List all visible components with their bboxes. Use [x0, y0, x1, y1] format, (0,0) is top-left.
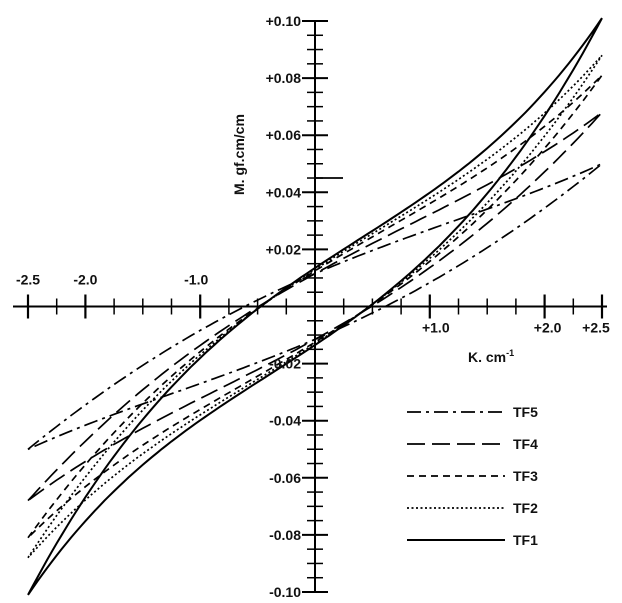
x-axis-label: K. cm-1 — [468, 348, 514, 365]
legend-label-tf1: TF1 — [513, 532, 538, 548]
legend-label-tf5: TF5 — [513, 404, 538, 420]
x-axis-label-text: K. cm — [468, 349, 506, 365]
legend-label-tf3: TF3 — [513, 468, 538, 484]
y-tick-label: +0.10 — [266, 13, 302, 29]
x-tick-label: +2.5 — [582, 320, 610, 336]
x-tick-label: -1.0 — [184, 272, 208, 288]
series-tf2-curve — [27, 54, 603, 559]
y-tick-label: +0.08 — [266, 70, 302, 86]
x-axis-label-superscript: -1 — [506, 348, 514, 358]
legend-label-tf2: TF2 — [513, 500, 538, 516]
y-tick-label: +0.02 — [266, 241, 302, 257]
y-tick-label: -0.02 — [269, 356, 301, 372]
series-tf5-curve — [27, 162, 603, 451]
x-ticks — [26, 294, 604, 319]
y-tick-label: -0.06 — [269, 470, 301, 486]
y-tick-label: -0.10 — [269, 584, 301, 600]
y-tick-label: +0.06 — [266, 127, 302, 143]
x-tick-label: +2.0 — [534, 320, 562, 336]
y-tick-label: -0.08 — [269, 527, 301, 543]
legend-label-tf4: TF4 — [513, 436, 538, 452]
series-tf4-curve — [27, 111, 603, 502]
tick-labels: -2.5 -2.0 -1.0 +1.0 +2.0 +2.5 +0.10 +0.08 +0.06 +… — [16, 13, 610, 600]
series-tf3-curve — [27, 74, 603, 539]
x-tick-label: -2.0 — [73, 272, 97, 288]
axes — [13, 20, 607, 593]
x-tick-label: -2.5 — [16, 272, 40, 288]
y-tick-label: -0.04 — [269, 413, 301, 429]
legend: TF5 TF4 TF3 TF2 TF1 — [407, 404, 538, 548]
series-curves — [27, 17, 603, 596]
y-axis-label: M. gf.cm/cm — [231, 114, 247, 195]
y-ticks — [302, 20, 343, 593]
y-tick-label: +0.04 — [266, 184, 302, 200]
series-tf1-curve — [27, 17, 603, 596]
x-tick-label: +1.0 — [422, 320, 450, 336]
